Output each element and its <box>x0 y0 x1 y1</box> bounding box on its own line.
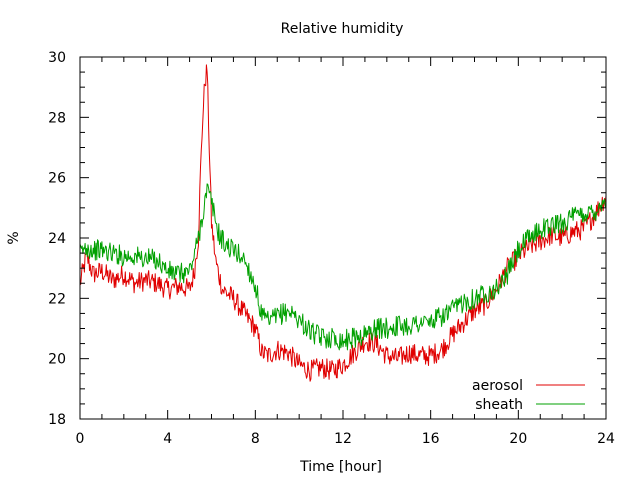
y-tick-label: 18 <box>48 412 66 428</box>
x-tick-label: 20 <box>509 431 527 447</box>
x-tick-label: 24 <box>597 431 615 447</box>
legend-label-sheath: sheath <box>475 397 523 413</box>
chart-title: Relative humidity <box>281 21 404 37</box>
ticks-layer <box>79 56 607 420</box>
tick-labels-layer: 0 4 8 12 16 20 24 18 20 22 24 26 28 30 <box>48 50 615 447</box>
y-axis-title: % <box>6 231 22 244</box>
x-tick-label: 0 <box>76 431 85 447</box>
series-layer <box>79 64 607 382</box>
y-tick-label: 20 <box>48 352 66 368</box>
legend-label-aerosol: aerosol <box>472 378 523 394</box>
y-tick-label: 26 <box>48 171 66 187</box>
y-tick-label: 24 <box>48 231 66 247</box>
y-tick-label: 22 <box>48 291 66 307</box>
series-line-sheath <box>79 183 607 351</box>
y-tick-label: 30 <box>48 50 66 66</box>
x-axis-title: Time [hour] <box>299 459 382 475</box>
x-tick-label: 12 <box>334 431 352 447</box>
x-tick-label: 4 <box>163 431 172 447</box>
y-tick-label: 28 <box>48 110 66 126</box>
x-tick-label: 8 <box>251 431 260 447</box>
legend: aerosol sheath <box>472 378 585 413</box>
x-tick-label: 16 <box>422 431 440 447</box>
